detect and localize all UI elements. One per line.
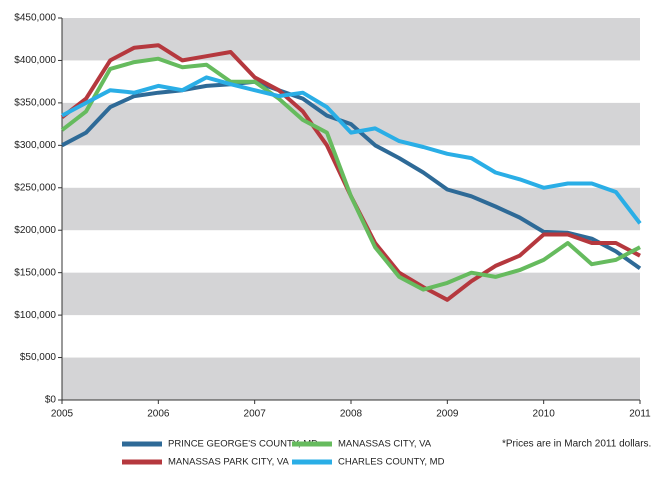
legend-label: CHARLES COUNTY, MD (338, 457, 445, 468)
x-tick-label: 2006 (147, 409, 170, 420)
y-tick-label: $150,000 (14, 267, 56, 278)
series-line (61, 75, 642, 225)
x-tick-label: 2005 (51, 409, 74, 420)
y-tick-label: $250,000 (14, 182, 56, 193)
x-tick-label: 2009 (436, 409, 459, 420)
legend-label: MANASSAS PARK CITY, VA (168, 457, 290, 468)
annotation: *Prices are in March 2011 dollars. (502, 439, 651, 450)
x-tick-label: 2011 (629, 409, 651, 420)
y-tick-label: $200,000 (14, 225, 56, 236)
legend-label: PRINCE GEORGE'S COUNTY, MD (168, 439, 318, 450)
band (62, 272, 640, 316)
y-tick-label: $450,000 (14, 13, 56, 24)
legend-label: MANASSAS CITY, VA (338, 439, 432, 450)
band (62, 357, 640, 400)
x-tick-label: 2007 (244, 409, 267, 420)
series-line (60, 56, 641, 292)
series-line (60, 43, 641, 302)
y-tick-label: $50,000 (20, 352, 57, 363)
series-line (61, 79, 642, 271)
band (62, 18, 640, 61)
x-tick-label: 2010 (533, 409, 556, 420)
y-tick-label: $400,000 (14, 55, 56, 66)
y-tick-label: $0 (45, 395, 57, 406)
y-tick-label: $300,000 (14, 140, 56, 151)
y-tick-label: $100,000 (14, 310, 56, 321)
x-tick-label: 2008 (340, 409, 363, 420)
legend: PRINCE GEORGE'S COUNTY, MD MANASSAS PARK … (122, 439, 445, 468)
y-tick-label: $350,000 (14, 98, 56, 109)
